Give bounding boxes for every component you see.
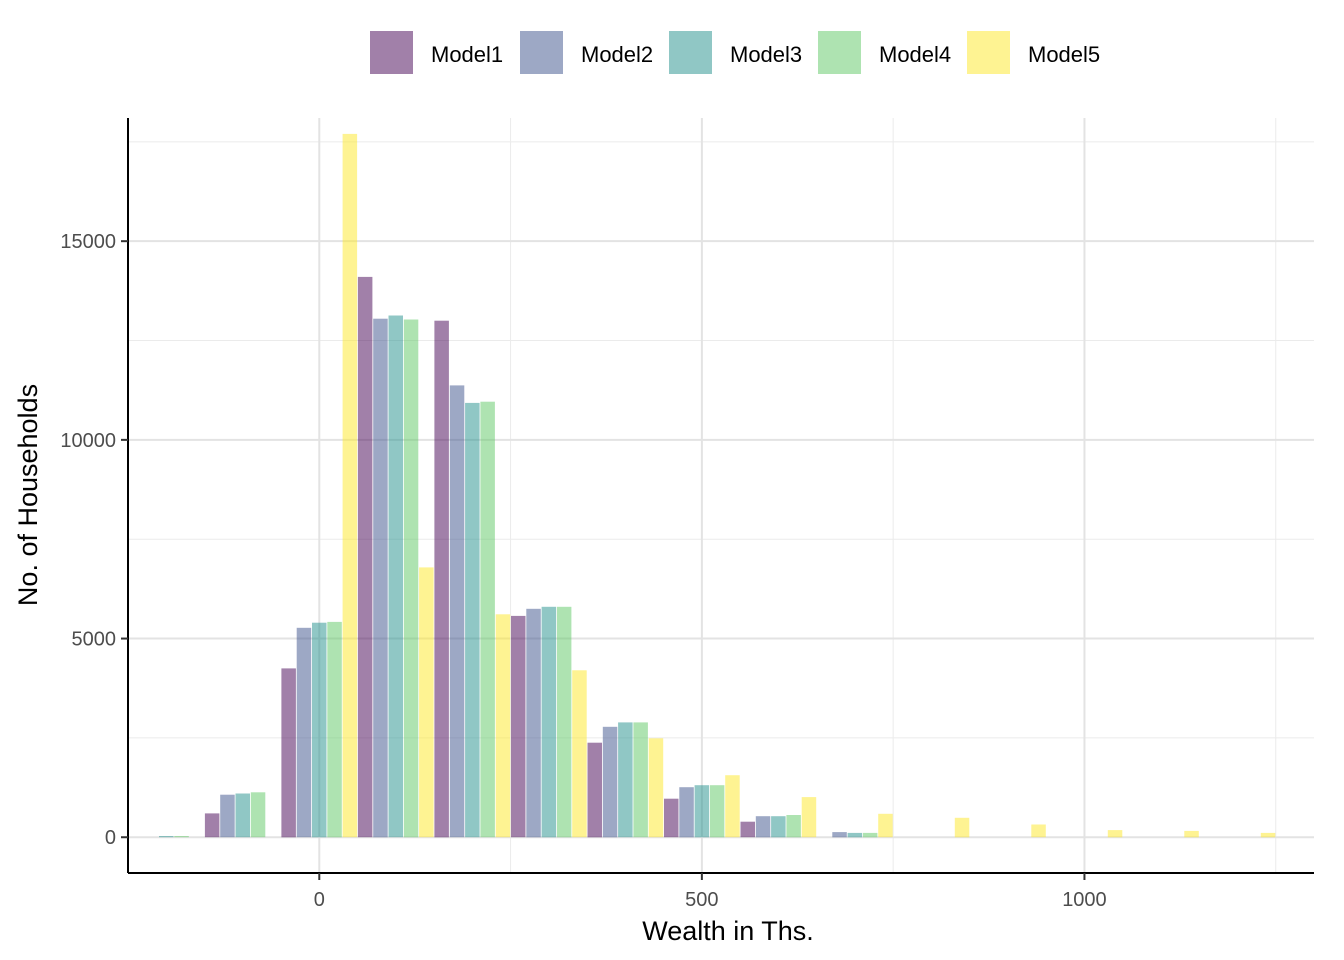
bar-model2--100 [220,794,235,838]
bar-model3-500 [694,785,710,838]
bar-model4-300 [556,606,572,838]
bar-model2-300 [526,608,541,838]
x-axis-ticks: 0 500 1000 [314,873,1107,911]
legend-label-model5: Model5 [1028,42,1101,67]
legend-label-model1: Model1 [431,42,504,67]
bar-model3--200 [159,836,174,838]
bar-model1-300 [511,615,526,838]
bar-model1-600 [740,821,755,838]
bar-model4--200 [174,836,189,838]
bar-model4-400 [633,722,648,838]
x-tick-label: 0 [314,889,325,911]
bar-model2-100 [373,318,388,838]
bar-model4-100 [403,319,419,838]
legend: Model1 Model2 Model3 Model4 Model5 [0,29,1344,77]
y-tick-label: 10000 [60,430,116,452]
bar-model2-400 [602,726,618,838]
legend-key-model3 [669,31,712,74]
bar-model3-700 [847,832,863,838]
bar-model4-0 [327,621,342,838]
x-tick-label: 1000 [1062,889,1107,911]
legend-label-model4: Model4 [879,42,952,67]
bar-model4-700 [862,832,878,838]
bar-model3-0 [312,622,327,838]
x-axis-title: Wealth in Ths. [642,916,814,946]
bar-model2-200 [449,385,465,838]
legend-label-model2: Model2 [581,42,654,67]
bar-model5-1200 [1260,832,1276,838]
legend-key-model4 [818,31,861,74]
legend-key-model2 [520,31,563,74]
bar-model4--100 [250,792,266,838]
bar-model5-900 [1031,824,1046,838]
bar-model2-600 [755,816,771,838]
bar-model1--100 [204,813,220,838]
bar-model5-100 [419,567,434,838]
bar-model5-600 [801,797,817,838]
bar-model1-200 [434,320,449,838]
bar-model3-600 [771,816,786,838]
bar-model5-200 [495,614,511,838]
bar-model5-300 [572,670,587,838]
bar-model3--100 [235,793,250,838]
bar-model5-700 [878,813,893,838]
legend-key-model5 [967,31,1010,74]
bar-model4-500 [709,785,725,838]
y-tick-label: 5000 [72,629,117,651]
bar-model1-100 [357,276,373,838]
bar-model2-0 [296,627,312,838]
legend-label-model3: Model3 [730,42,803,67]
bar-model1-0 [281,668,296,838]
y-axis-ticks: 0 5000 10000 15000 [60,231,128,849]
bar-model5-400 [648,738,664,838]
bar-model3-300 [541,606,557,838]
bar-model3-200 [465,402,480,838]
bar-model4-600 [786,815,801,838]
bar-model5-800 [954,817,970,838]
bar-model4-200 [480,401,495,838]
legend-key-model1 [370,31,413,74]
bar-model5-0 [342,133,358,838]
x-tick-label: 500 [685,889,718,911]
bar-model3-400 [618,722,633,838]
y-axis-title: No. of Households [13,384,43,606]
bar-model5-500 [725,775,740,838]
bar-model2-700 [832,832,847,838]
y-tick-label: 0 [105,827,116,849]
bar-model3-100 [388,315,403,838]
bar-model1-400 [587,742,602,838]
bar-model5-1000 [1107,830,1123,838]
bar-model2-500 [679,787,694,838]
bars [159,133,1276,838]
bar-model1-500 [664,798,679,838]
y-tick-label: 15000 [60,231,116,253]
bar-model5-1100 [1184,830,1199,838]
